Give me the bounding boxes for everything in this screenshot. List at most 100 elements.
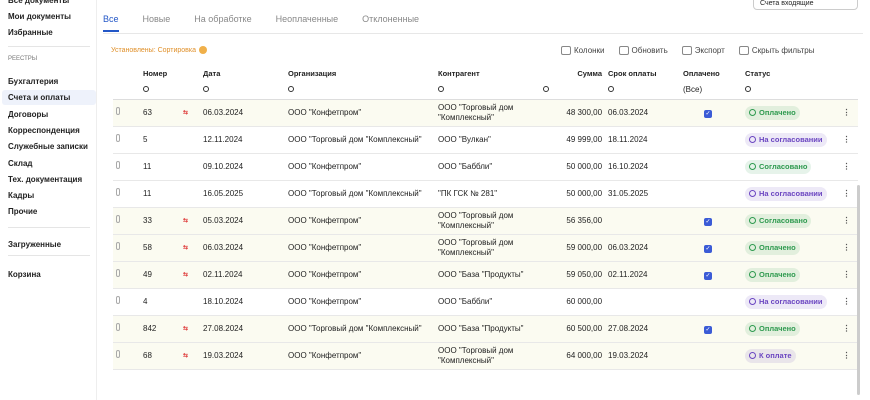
- counterparty: ООО "База "Продукты": [435, 261, 541, 289]
- flag-icon: ⇆: [183, 353, 189, 359]
- status-cell: Согласовано: [742, 207, 836, 235]
- flag-icon: ⇆: [183, 218, 189, 224]
- attachment-icon: [116, 161, 120, 169]
- column-header: Срок оплаты: [608, 68, 657, 78]
- status-cell: Оплачено: [742, 99, 836, 127]
- divider: [8, 46, 90, 47]
- nav-item[interactable]: Бухгалтерия: [8, 77, 59, 86]
- tab[interactable]: На обработке: [194, 14, 252, 24]
- paid-cell: ✓: [680, 315, 743, 343]
- nav-item[interactable]: Склад: [8, 158, 33, 168]
- nav-item[interactable]: Служебные записки: [8, 142, 88, 152]
- nav-item[interactable]: Корзина: [8, 269, 41, 279]
- number: 63: [140, 99, 180, 127]
- organization: ООО "Конфетпром": [285, 99, 436, 127]
- table-row[interactable]: 49 ⇆ 02.11.2024 ООО "Конфетпром" ООО "База "…: [113, 261, 859, 289]
- filter-cell: [835, 82, 859, 100]
- nav-item[interactable]: Кадры: [8, 191, 35, 201]
- due-date: 19.03.2024: [605, 342, 681, 370]
- date: 18.10.2024: [200, 288, 286, 316]
- row-menu[interactable]: ⋮: [835, 207, 859, 235]
- registry-select[interactable]: Счета входящие: [753, 0, 858, 10]
- status-cell: Оплачено: [742, 234, 836, 262]
- toolbar-button[interactable]: Скрыть фильтры: [739, 46, 815, 55]
- checkbox: ✓: [704, 271, 713, 280]
- nav-item[interactable]: Договоры: [8, 109, 49, 119]
- date: 06.03.2024: [200, 99, 286, 127]
- due-date: 16.10.2024: [605, 153, 681, 181]
- scrollbar[interactable]: [857, 185, 860, 395]
- row-menu[interactable]: ⋮: [835, 126, 859, 154]
- nav-item[interactable]: Счета и оплаты: [2, 90, 96, 106]
- table-row[interactable]: 11 09.10.2024 ООО "Конфетпром" ООО "Баббли"…: [113, 153, 859, 181]
- row-menu[interactable]: ⋮: [835, 180, 859, 208]
- counterparty: "ПК ГСК № 281": [435, 180, 541, 208]
- tab[interactable]: Отклоненные: [362, 14, 420, 24]
- cell: ⇆: [180, 99, 201, 127]
- sum: 49 999,00: [540, 126, 606, 154]
- filters-label[interactable]: Установлены: Сортировка: [111, 46, 207, 54]
- organization: ООО "Торговый дом "Комплексный": [285, 180, 436, 208]
- counterparty: ООО "Баббли": [435, 153, 541, 181]
- counterparty: ООО "База "Продукты": [435, 315, 541, 343]
- section-label: РЕЕСТРЫ: [8, 56, 38, 62]
- toolbar-button[interactable]: Экспорт: [682, 46, 725, 55]
- paid-cell: ✓: [680, 234, 743, 262]
- checkbox: ✓: [704, 217, 713, 226]
- due-date: 31.05.2025: [605, 180, 681, 208]
- filter-select[interactable]: (Все): [683, 85, 703, 95]
- sum: 59 050,00: [540, 261, 606, 289]
- sidebar: Все документы Мои документы Избранные РЕЕСТ…: [0, 0, 97, 400]
- counterparty: ООО "Баббли": [435, 288, 541, 316]
- table-row[interactable]: 58 ⇆ 06.03.2024 ООО "Конфетпром" ООО "Торгов…: [113, 234, 859, 262]
- row-menu[interactable]: ⋮: [835, 234, 859, 262]
- sum: 59 000,00: [540, 234, 606, 262]
- status-cell: На согласовании: [742, 180, 836, 208]
- flag-icon: ⇆: [183, 326, 189, 332]
- cell: ⇆: [180, 261, 201, 289]
- table-row[interactable]: 5 12.11.2024 ООО "Торговый дом "Комплексны…: [113, 126, 859, 154]
- table-row[interactable]: 63 ⇆ 06.03.2024 ООО "Конфетпром" ООО "Торгов…: [113, 99, 859, 127]
- organization: ООО "Конфетпром": [285, 207, 436, 235]
- tabs: Все Новые На обработке Неоплаченные Отклонен…: [103, 14, 419, 32]
- row-menu[interactable]: ⋮: [835, 261, 859, 289]
- nav-item[interactable]: Мои документы: [8, 12, 71, 21]
- nav-item[interactable]: Корреспонденция: [8, 125, 80, 135]
- cell: [180, 288, 201, 316]
- due-date: [605, 288, 681, 316]
- table-row[interactable]: 11 16.05.2025 ООО "Торговый дом "Комплексн…: [113, 180, 859, 208]
- number: 58: [140, 234, 180, 262]
- toolbar-button[interactable]: Обновить: [619, 46, 668, 55]
- nav-item[interactable]: Все документы: [8, 0, 70, 5]
- search-icon: [203, 86, 210, 93]
- tab[interactable]: Неоплаченные: [275, 14, 339, 24]
- row-menu[interactable]: ⋮: [835, 315, 859, 343]
- table-row[interactable]: 68 ⇆ 19.03.2024 ООО "Конфетпром" ООО "Торгов…: [113, 342, 859, 370]
- table-row[interactable]: 4 18.10.2024 ООО "Конфетпром" ООО "Баббли" 6…: [113, 288, 859, 316]
- filters-text: Установлены: Сортировка: [111, 46, 196, 54]
- row-menu[interactable]: ⋮: [835, 342, 859, 370]
- tab[interactable]: Все: [103, 14, 119, 32]
- row-menu[interactable]: ⋮: [835, 288, 859, 316]
- cell: [180, 180, 201, 208]
- sum: 50 000,00: [540, 180, 606, 208]
- organization: ООО "Конфетпром": [285, 234, 436, 262]
- divider: [8, 254, 90, 256]
- row-menu[interactable]: ⋮: [835, 153, 859, 181]
- nav-item[interactable]: Загруженные: [8, 239, 62, 249]
- row-menu[interactable]: ⋮: [835, 99, 859, 127]
- table-row[interactable]: 33 ⇆ 05.03.2024 ООО "Конфетпром" ООО "Торгов…: [113, 207, 859, 235]
- attachment-icon: [116, 134, 120, 142]
- table-row[interactable]: 842 ⇆ 27.08.2024 ООО "Торговый дом "Комплек…: [113, 315, 859, 343]
- date: 09.10.2024: [200, 153, 286, 181]
- tab[interactable]: Новые: [142, 14, 171, 24]
- status-badge: Оплачено: [745, 240, 800, 255]
- toolbar-button[interactable]: Колонки: [561, 46, 605, 55]
- nav-item[interactable]: Прочие: [8, 207, 38, 217]
- number: 11: [140, 153, 180, 181]
- nav-item[interactable]: Тех. документация: [8, 174, 83, 184]
- organization: ООО "Конфетпром": [285, 288, 436, 316]
- nav-item[interactable]: Избранные: [8, 28, 53, 37]
- date: 16.05.2025: [200, 180, 286, 208]
